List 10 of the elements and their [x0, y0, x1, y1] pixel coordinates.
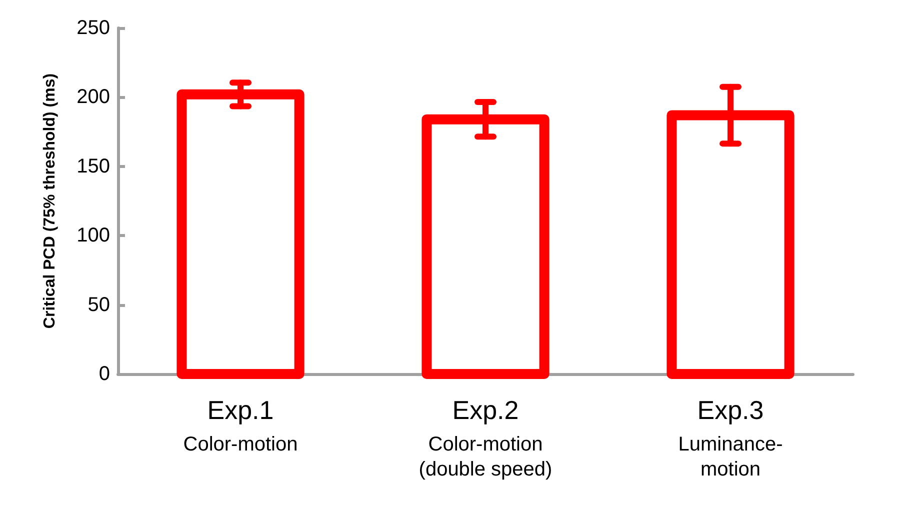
y-tick-label: 250	[76, 17, 110, 39]
x-tick-label: Exp.2 Color-motion (double speed)	[418, 395, 552, 480]
x-tick-label: Exp.1 Color-motion	[183, 395, 298, 456]
y-tick-label: 150	[76, 155, 110, 178]
y-tick-label: 200	[76, 86, 110, 108]
y-tick-label: 50	[88, 294, 110, 316]
x-tick-label: Exp.3 Luminance- motion	[678, 395, 783, 480]
y-tick-label: 100	[76, 224, 110, 247]
y-tick-label: 0	[98, 363, 110, 385]
y-axis-title: Critical PCD (75% threshold) (ms)	[42, 73, 58, 329]
